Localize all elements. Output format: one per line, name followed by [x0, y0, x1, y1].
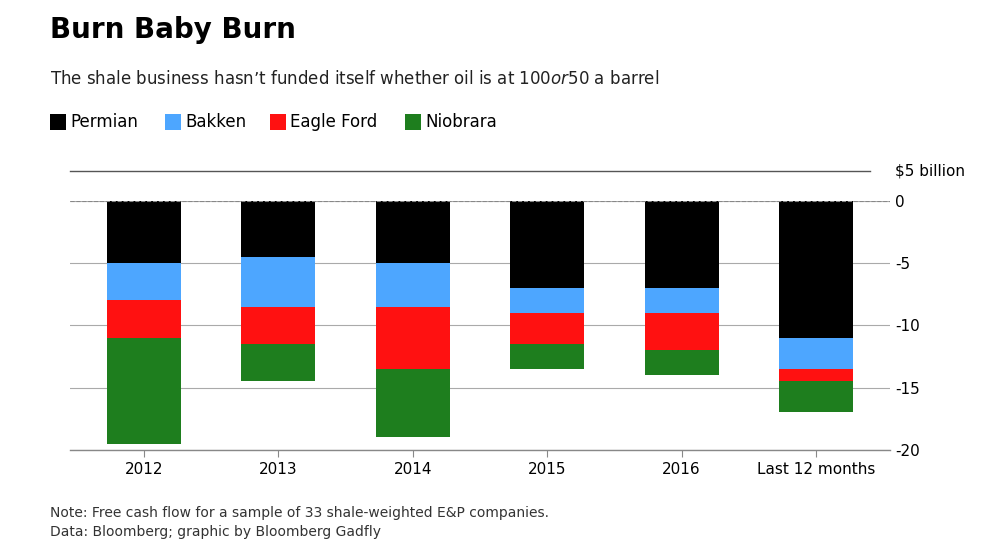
Bar [107, 263, 181, 300]
Bar [779, 338, 853, 369]
Text: Note: Free cash flow for a sample of 33 shale-weighted E&P companies.
Data: Bloo: Note: Free cash flow for a sample of 33 … [50, 506, 549, 539]
Bar [645, 201, 719, 288]
Bar [645, 288, 719, 313]
Bar [376, 369, 450, 437]
Bar [376, 307, 450, 369]
Bar [645, 350, 719, 375]
Bar [107, 201, 181, 263]
Text: Permian: Permian [70, 113, 138, 131]
Bar [510, 313, 584, 344]
Bar [241, 257, 315, 307]
Bar [376, 263, 450, 307]
Text: The shale business hasn’t funded itself whether oil is at $100 or $50 a barrel: The shale business hasn’t funded itself … [50, 70, 659, 88]
Bar [510, 344, 584, 369]
Bar [645, 313, 719, 350]
Bar [779, 382, 853, 412]
Text: Burn Baby Burn: Burn Baby Burn [50, 16, 296, 44]
Bar [241, 201, 315, 257]
Bar [241, 307, 315, 344]
Text: Niobrara: Niobrara [425, 113, 497, 131]
Bar [241, 344, 315, 382]
Bar [779, 369, 853, 382]
Text: Eagle Ford: Eagle Ford [290, 113, 377, 131]
Bar [510, 288, 584, 313]
Bar [779, 201, 853, 338]
Bar [107, 338, 181, 444]
Bar [107, 300, 181, 338]
Text: Bakken: Bakken [185, 113, 246, 131]
Bar [510, 201, 584, 288]
Text: $5 billion: $5 billion [895, 163, 965, 178]
Bar [376, 201, 450, 263]
